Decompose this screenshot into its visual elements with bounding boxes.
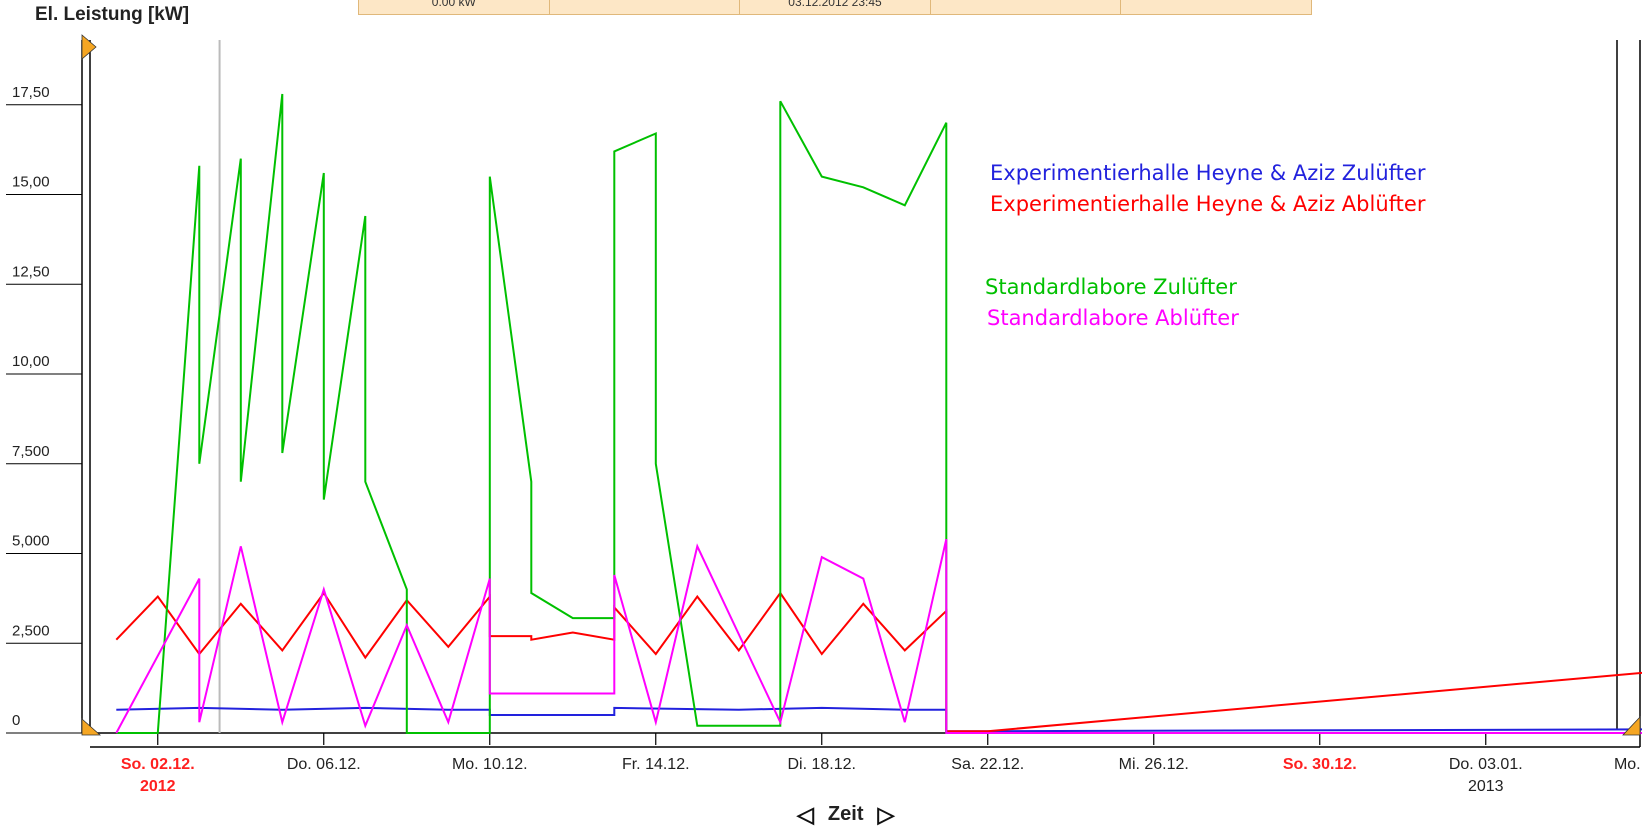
y-tick-label: 17,50 — [12, 84, 50, 101]
y-tick-label: 0 — [12, 712, 20, 729]
y-tick-label: 10,00 — [12, 353, 50, 370]
y-tick-label: 12,50 — [12, 263, 50, 280]
table-cell — [550, 0, 741, 14]
y-tick-label: 2,500 — [12, 622, 50, 639]
series-line — [116, 93, 1642, 734]
x-tick-year-label: 2012 — [140, 778, 176, 795]
time-navigation: ◁ Zeit ▷ — [797, 803, 894, 826]
x-tick-label: Do. 06.12. — [287, 756, 361, 773]
y-tick-label: 7,500 — [12, 443, 50, 460]
x-tick-label: Mo. 10.12. — [452, 756, 528, 773]
legend-entry: Experimentierhalle Heyne & Aziz Ablüfter — [990, 192, 1426, 216]
triangle-right-icon[interactable]: ▷ — [877, 801, 895, 827]
x-tick-label: Do. 03.01. — [1449, 756, 1523, 773]
legend-entry: Experimentierhalle Heyne & Aziz Zulüfter — [990, 161, 1426, 185]
triangle-left-icon[interactable]: ◁ — [797, 801, 814, 827]
range-bottom-right-marker — [1622, 715, 1641, 736]
table-cell: 03.12.2012 23:45 — [740, 0, 931, 14]
range-bottom-left-marker — [81, 718, 102, 736]
series-line — [116, 706, 1642, 733]
x-tick-label: Mi. 26.12. — [1119, 756, 1189, 773]
x-tick-label: So. 30.12. — [1283, 756, 1357, 773]
x-tick-year-label: 2013 — [1468, 778, 1504, 795]
table-cell: 0.00 kW — [359, 0, 550, 14]
y-axis-title: El. Leistung [kW] — [35, 4, 190, 25]
info-table-strip: 0.00 kW 03.12.2012 23:45 — [358, 0, 1312, 15]
x-tick-label: Mo. 07.01. — [1614, 756, 1642, 773]
x-tick-label: Di. 18.12. — [788, 756, 856, 773]
range-start-marker — [81, 34, 97, 60]
y-tick-label: 15,00 — [12, 174, 50, 191]
x-tick-label: Fr. 14.12. — [622, 756, 690, 773]
legend-entry: Standardlabore Zulüfter — [985, 275, 1237, 299]
x-tick-label: Sa. 22.12. — [951, 756, 1024, 773]
series-line — [115, 538, 1642, 734]
x-tick-label: So. 02.12. — [121, 756, 195, 773]
y-tick-label: 5,000 — [12, 533, 50, 550]
legend-entry: Standardlabore Ablüfter — [987, 306, 1239, 330]
time-axis-label: Zeit — [827, 803, 864, 825]
table-cell — [931, 0, 1122, 14]
